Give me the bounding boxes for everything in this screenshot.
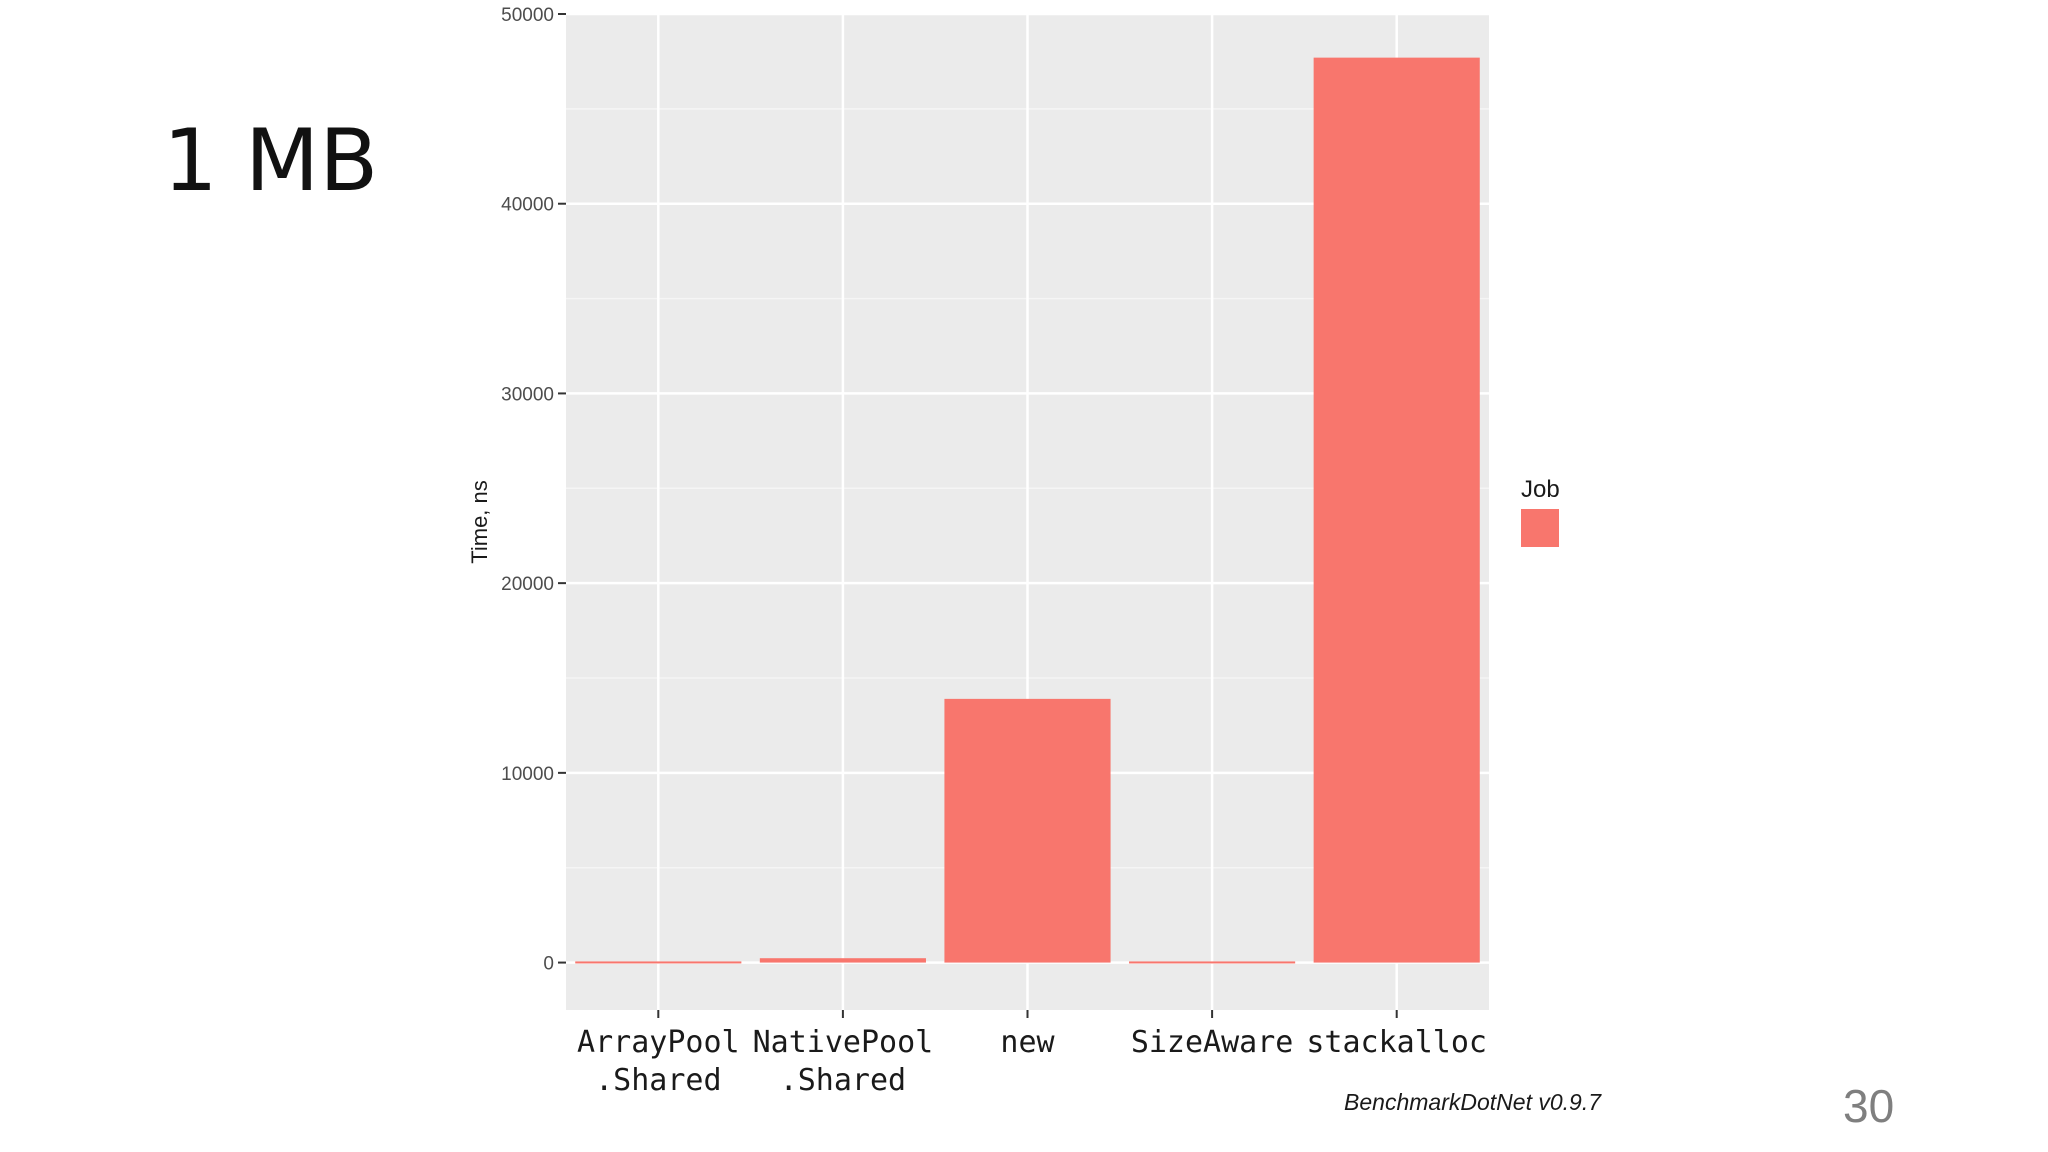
- slide-title: 1 MB: [163, 111, 379, 211]
- bar-stackalloc: [1313, 57, 1480, 963]
- y-tick-label: 10000: [501, 764, 554, 785]
- bar-new: [944, 698, 1111, 963]
- bar-sizeaware: [1129, 961, 1296, 964]
- x-tick-label: NativePool: [753, 1025, 934, 1060]
- x-tick-label: SizeAware: [1131, 1025, 1294, 1060]
- y-tick-label: 30000: [501, 384, 554, 405]
- bar-nativepoolshared: [759, 958, 926, 963]
- bar-arraypoolshared: [575, 961, 742, 964]
- y-tick-label: 0: [543, 954, 554, 975]
- legend-key: [1521, 509, 1559, 547]
- x-tick-label: stackalloc: [1306, 1025, 1487, 1060]
- chart-caption: BenchmarkDotNet v0.9.7: [1344, 1089, 1602, 1115]
- x-tick-label: .Shared: [595, 1063, 721, 1098]
- bars: [575, 57, 1480, 964]
- y-tick-label: 20000: [501, 574, 554, 595]
- y-axis: 0 10000 20000 30000 40000 50000: [501, 5, 566, 975]
- legend: Job: [1521, 476, 1560, 547]
- x-tick-label: new: [1000, 1025, 1055, 1060]
- x-tick-label: .Shared: [780, 1063, 906, 1098]
- x-tick-label: ArrayPool: [577, 1025, 740, 1060]
- legend-title: Job: [1521, 476, 1560, 503]
- y-tick-label: 40000: [501, 195, 554, 216]
- y-axis-title: Time, ns: [467, 480, 492, 564]
- y-tick-label: 50000: [501, 5, 554, 26]
- page-number: 30: [1843, 1080, 1895, 1132]
